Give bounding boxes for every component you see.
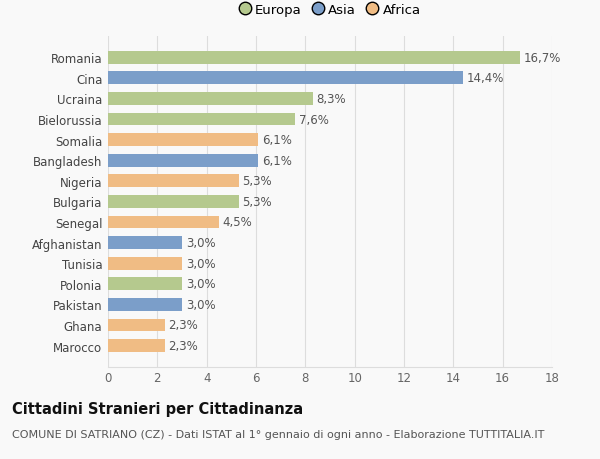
Text: 3,0%: 3,0% <box>186 257 215 270</box>
Text: 3,0%: 3,0% <box>186 278 215 291</box>
Bar <box>108 278 182 291</box>
Text: 3,0%: 3,0% <box>186 236 215 250</box>
Text: Cittadini Stranieri per Cittadinanza: Cittadini Stranieri per Cittadinanza <box>12 402 303 417</box>
Bar <box>108 113 295 126</box>
Text: 7,6%: 7,6% <box>299 113 329 126</box>
Text: 6,1%: 6,1% <box>262 134 292 147</box>
Bar <box>108 257 182 270</box>
Text: COMUNE DI SATRIANO (CZ) - Dati ISTAT al 1° gennaio di ogni anno - Elaborazione T: COMUNE DI SATRIANO (CZ) - Dati ISTAT al … <box>12 429 544 439</box>
Text: 14,4%: 14,4% <box>467 72 504 85</box>
Bar <box>108 93 313 106</box>
Text: 3,0%: 3,0% <box>186 298 215 311</box>
Bar <box>108 175 239 188</box>
Text: 5,3%: 5,3% <box>242 196 272 208</box>
Bar <box>108 298 182 311</box>
Bar <box>108 319 165 332</box>
Text: 8,3%: 8,3% <box>316 93 346 106</box>
Text: 16,7%: 16,7% <box>524 51 561 65</box>
Bar <box>108 155 259 167</box>
Bar <box>108 52 520 64</box>
Bar <box>108 72 463 85</box>
Bar <box>108 237 182 249</box>
Bar <box>108 196 239 208</box>
Text: 4,5%: 4,5% <box>223 216 253 229</box>
Text: 5,3%: 5,3% <box>242 175 272 188</box>
Bar <box>108 340 165 352</box>
Bar <box>108 134 259 147</box>
Bar <box>108 216 219 229</box>
Text: 6,1%: 6,1% <box>262 154 292 168</box>
Legend: Europa, Asia, Africa: Europa, Asia, Africa <box>239 4 421 17</box>
Text: 2,3%: 2,3% <box>169 339 198 353</box>
Text: 2,3%: 2,3% <box>169 319 198 332</box>
